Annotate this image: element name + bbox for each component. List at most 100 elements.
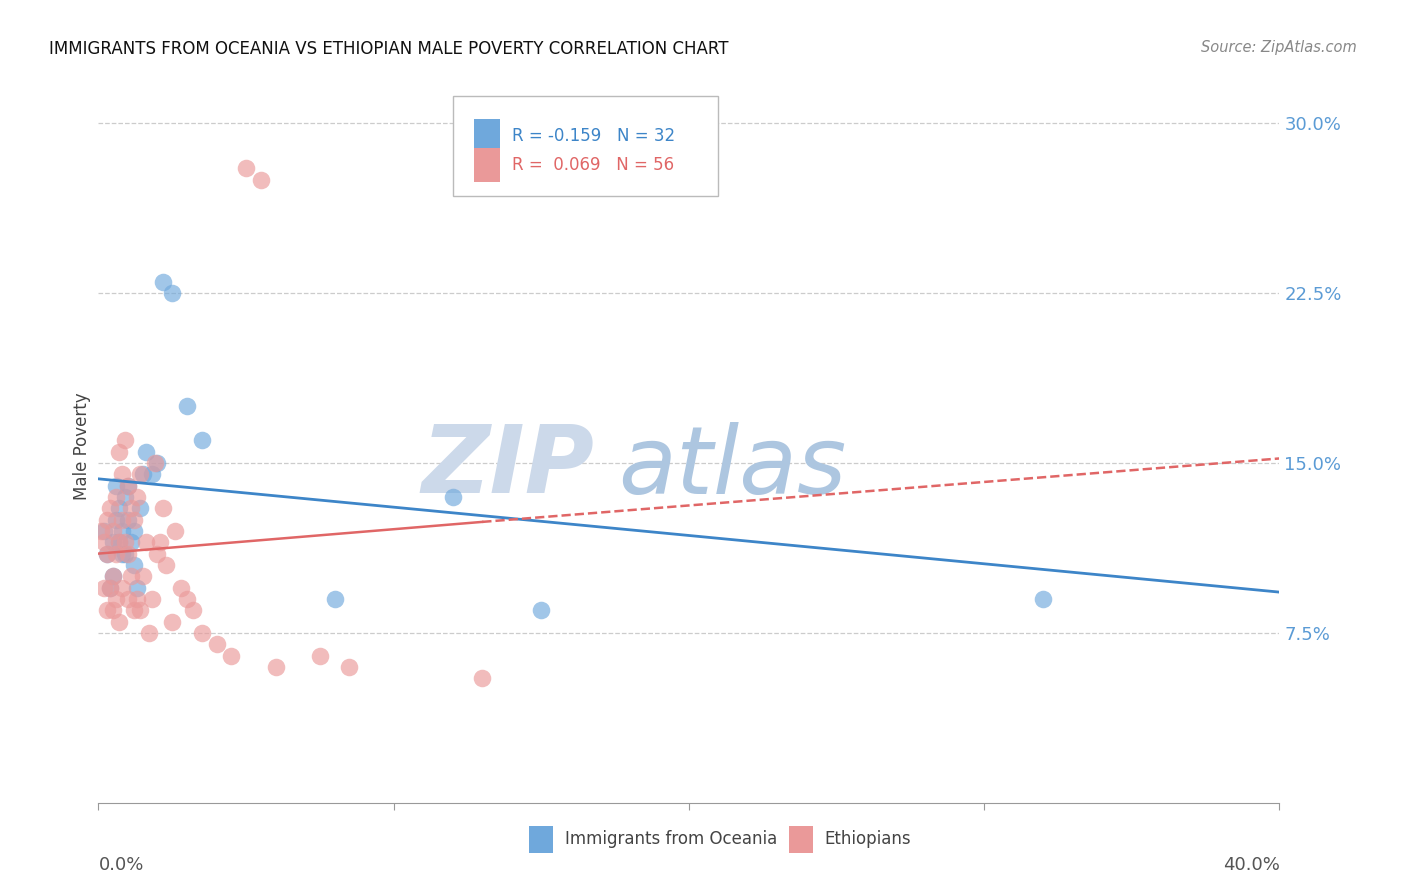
Point [441, 490, 464, 504]
Y-axis label: Male Poverty: Male Poverty [73, 392, 91, 500]
Point [309, 648, 332, 663]
Point [170, 581, 193, 595]
Point [162, 615, 183, 629]
Point [108, 501, 131, 516]
Point [108, 615, 131, 629]
Point [93, 581, 115, 595]
Point [128, 467, 150, 482]
Point [114, 535, 136, 549]
Point [152, 275, 174, 289]
Point [105, 478, 128, 492]
Point [108, 535, 131, 549]
Point [143, 456, 166, 470]
Point [141, 591, 163, 606]
Point [120, 501, 142, 516]
Text: Immigrants from Oceania: Immigrants from Oceania [565, 830, 778, 848]
Point [108, 444, 131, 458]
Point [135, 444, 157, 458]
Point [98, 501, 121, 516]
Point [122, 524, 145, 538]
Point [117, 591, 139, 606]
Bar [530, 826, 553, 853]
Point [135, 535, 157, 549]
Point [96, 603, 118, 617]
Point [128, 603, 150, 617]
Point [1032, 591, 1054, 606]
Text: 40.0%: 40.0% [1223, 856, 1279, 874]
Point [132, 569, 155, 583]
Point [111, 513, 134, 527]
Point [122, 603, 145, 617]
FancyBboxPatch shape [453, 96, 718, 196]
Point [117, 547, 139, 561]
Point [93, 535, 115, 549]
Point [103, 524, 125, 538]
Text: atlas: atlas [619, 422, 846, 513]
Point [103, 569, 125, 583]
Point [339, 660, 360, 674]
Point [165, 524, 187, 538]
Point [103, 603, 125, 617]
Point [114, 547, 136, 561]
Point [125, 591, 148, 606]
Point [96, 513, 118, 527]
Point [122, 558, 145, 572]
Point [103, 535, 125, 549]
Point [96, 547, 118, 561]
Point [471, 671, 494, 685]
Text: ZIP: ZIP [422, 421, 595, 514]
Text: R = -0.159   N = 32: R = -0.159 N = 32 [512, 128, 675, 145]
Bar [474, 148, 501, 182]
Point [108, 535, 131, 549]
Point [105, 547, 128, 561]
Point [162, 286, 183, 301]
Point [138, 626, 160, 640]
Point [181, 603, 204, 617]
Point [205, 637, 228, 651]
Text: Ethiopians: Ethiopians [825, 830, 911, 848]
Point [235, 161, 257, 176]
Point [120, 569, 142, 583]
Point [103, 569, 125, 583]
Point [120, 535, 142, 549]
Point [117, 478, 139, 492]
Point [132, 467, 155, 482]
Point [125, 581, 148, 595]
Point [98, 581, 121, 595]
Point [264, 660, 287, 674]
Point [105, 513, 128, 527]
Point [176, 400, 198, 414]
Point [111, 547, 134, 561]
Point [530, 603, 553, 617]
Point [111, 524, 134, 538]
Point [152, 501, 174, 516]
Point [117, 478, 139, 492]
Point [105, 591, 128, 606]
Point [146, 456, 169, 470]
Point [250, 173, 273, 187]
Point [219, 648, 242, 663]
Point [141, 467, 163, 482]
Point [117, 513, 139, 527]
Point [191, 434, 214, 448]
Point [122, 513, 145, 527]
Point [125, 490, 148, 504]
Point [176, 591, 198, 606]
Point [149, 535, 172, 549]
Text: Source: ZipAtlas.com: Source: ZipAtlas.com [1201, 40, 1357, 55]
Text: R =  0.069   N = 56: R = 0.069 N = 56 [512, 156, 673, 174]
Bar [474, 120, 501, 153]
Point [98, 581, 121, 595]
Point [93, 524, 115, 538]
Point [155, 558, 177, 572]
Bar [789, 826, 813, 853]
Point [105, 490, 128, 504]
Text: 0.0%: 0.0% [98, 856, 143, 874]
Point [114, 434, 136, 448]
Text: IMMIGRANTS FROM OCEANIA VS ETHIOPIAN MALE POVERTY CORRELATION CHART: IMMIGRANTS FROM OCEANIA VS ETHIOPIAN MAL… [49, 40, 728, 58]
Point [111, 467, 134, 482]
Point [90, 524, 112, 538]
Point [128, 501, 150, 516]
Point [111, 581, 134, 595]
Point [146, 547, 169, 561]
